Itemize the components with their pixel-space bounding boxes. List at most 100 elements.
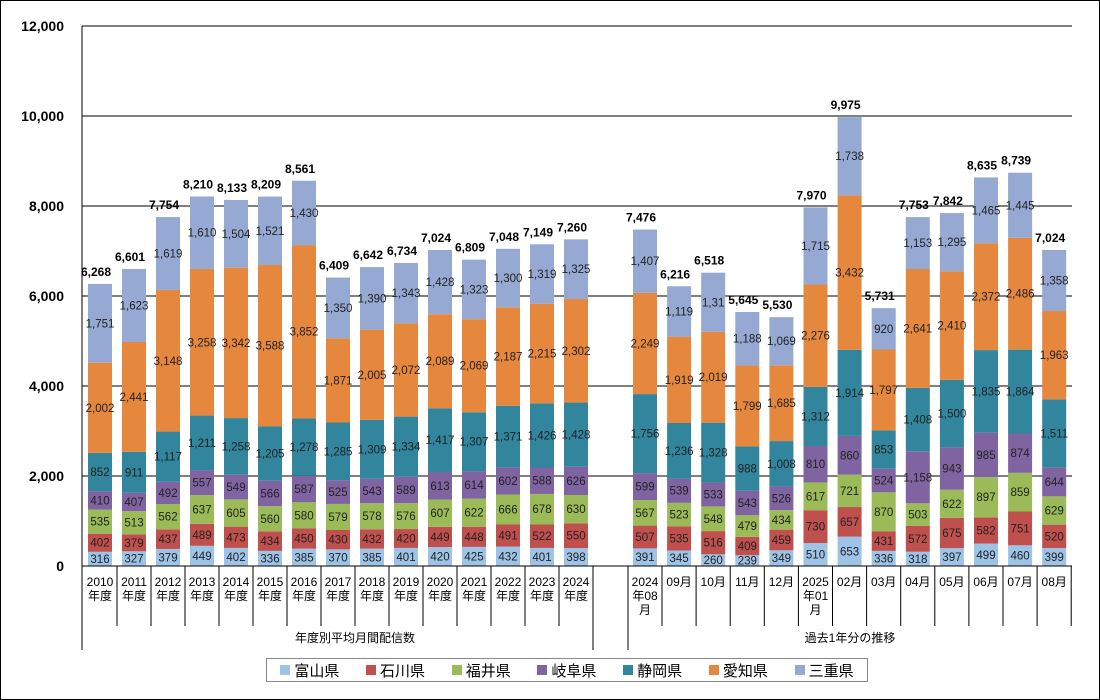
data-label: 1,871 bbox=[324, 375, 353, 387]
bar-segment-三重県 bbox=[564, 239, 588, 299]
data-label: 675 bbox=[942, 528, 961, 540]
data-label: 513 bbox=[124, 518, 143, 530]
data-label: 2,002 bbox=[86, 403, 115, 415]
data-label: 473 bbox=[226, 532, 245, 544]
data-label: 582 bbox=[976, 525, 995, 537]
x-category-label: 06月 bbox=[973, 575, 998, 589]
data-label: 489 bbox=[192, 530, 211, 542]
data-label: 637 bbox=[192, 504, 211, 516]
bar-segment-福井県 bbox=[530, 493, 554, 525]
bar-segment-石川県 bbox=[667, 526, 692, 551]
bar-segment-三重県 bbox=[530, 244, 554, 304]
data-label: 721 bbox=[840, 486, 859, 498]
data-label: 450 bbox=[294, 534, 313, 546]
bar-segment-石川県 bbox=[530, 524, 554, 548]
bar-segment-福井県 bbox=[667, 502, 692, 527]
data-label: 1,797 bbox=[869, 385, 898, 397]
group-label: 年度別平均月間配信数 bbox=[295, 630, 415, 645]
bar-segment-静岡県 bbox=[156, 431, 180, 482]
data-label: 859 bbox=[1011, 487, 1030, 499]
data-label: 1,312 bbox=[801, 411, 830, 423]
bar-segment-愛知県 bbox=[1042, 311, 1067, 400]
data-label: 613 bbox=[430, 481, 449, 493]
data-label: 2,276 bbox=[801, 331, 830, 343]
data-label: 1,610 bbox=[188, 228, 217, 240]
data-label: 870 bbox=[874, 507, 893, 519]
legend-label: 愛知県 bbox=[722, 662, 768, 680]
bar-segment-岐阜県 bbox=[190, 470, 214, 496]
data-label: 1,685 bbox=[767, 398, 796, 410]
legend-item: 岐阜県 bbox=[537, 660, 596, 681]
bar-segment-石川県 bbox=[939, 517, 964, 549]
total-label: 7,476 bbox=[626, 211, 656, 225]
bar-segment-福井県 bbox=[428, 499, 452, 527]
bar-segment-静岡県 bbox=[939, 379, 964, 448]
legend-swatch bbox=[794, 665, 805, 675]
x-category-label: 2022 bbox=[495, 575, 522, 589]
data-label: 1,205 bbox=[256, 449, 285, 461]
data-label: 730 bbox=[806, 522, 825, 534]
bar-segment-静岡県 bbox=[326, 422, 350, 481]
data-label: 1,504 bbox=[222, 229, 251, 241]
legend-item: 愛知県 bbox=[708, 660, 768, 681]
bar-segment-静岡県 bbox=[292, 418, 316, 476]
bar-segment-石川県 bbox=[837, 507, 862, 537]
total-label: 6,601 bbox=[115, 250, 145, 264]
data-label: 626 bbox=[566, 476, 585, 488]
data-label: 644 bbox=[1045, 477, 1065, 489]
data-label: 379 bbox=[124, 538, 143, 550]
data-label: 2,019 bbox=[699, 372, 728, 384]
data-label: 1,119 bbox=[665, 306, 693, 318]
bar-segment-岐阜県 bbox=[633, 473, 657, 501]
data-label: 614 bbox=[464, 480, 484, 492]
group-label: 過去1年分の推移 bbox=[805, 631, 896, 645]
data-label: 1,258 bbox=[222, 441, 251, 453]
bar-segment-富山県 bbox=[837, 536, 862, 566]
bar-segment-岐阜県 bbox=[939, 447, 964, 490]
bar-segment-愛知県 bbox=[701, 331, 726, 423]
data-label: 535 bbox=[90, 517, 109, 529]
data-label: 336 bbox=[260, 553, 279, 565]
bar-segment-富山県 bbox=[701, 554, 726, 566]
data-label: 507 bbox=[635, 532, 654, 544]
data-label: 510 bbox=[806, 550, 825, 562]
data-label: 1,914 bbox=[835, 388, 864, 400]
x-category-label: 年度 bbox=[156, 588, 180, 603]
bar-segment-三重県 bbox=[1042, 249, 1067, 312]
x-category-label: 年度 bbox=[360, 588, 384, 603]
y-tick-label: 10,000 bbox=[21, 108, 64, 124]
data-label: 318 bbox=[908, 554, 927, 566]
bar-segment-三重県 bbox=[496, 248, 520, 308]
data-label: 345 bbox=[670, 553, 689, 565]
data-label: 602 bbox=[498, 476, 517, 488]
bar-segment-福井県 bbox=[633, 500, 657, 526]
data-label: 988 bbox=[738, 464, 757, 476]
bar-segment-三重県 bbox=[769, 317, 794, 366]
bar-segment-三重県 bbox=[326, 277, 350, 339]
legend-swatch bbox=[366, 665, 377, 675]
data-label: 630 bbox=[566, 504, 585, 516]
data-label: 1,236 bbox=[665, 446, 694, 458]
data-label: 1,428 bbox=[426, 277, 455, 289]
data-label: 2,089 bbox=[426, 356, 455, 368]
x-category-label: 2014 bbox=[223, 575, 250, 589]
data-label: 3,342 bbox=[222, 338, 251, 350]
data-label: 409 bbox=[738, 541, 757, 553]
data-label: 349 bbox=[772, 553, 791, 565]
bar-segment-岐阜県 bbox=[496, 467, 520, 495]
bar-segment-岐阜県 bbox=[735, 490, 760, 516]
bar-segment-三重県 bbox=[428, 249, 452, 315]
bar-segment-愛知県 bbox=[667, 336, 692, 423]
x-category-label: 年度 bbox=[530, 588, 554, 603]
bar-segment-岐阜県 bbox=[837, 435, 862, 475]
data-label: 1,511 bbox=[1040, 428, 1068, 440]
bar-segment-福井県 bbox=[360, 503, 384, 530]
data-label: 1,295 bbox=[938, 237, 967, 249]
bar-segment-愛知県 bbox=[735, 365, 760, 447]
data-label: 398 bbox=[566, 552, 585, 564]
bar-segment-富山県 bbox=[564, 548, 588, 566]
data-label: 1,521 bbox=[256, 226, 285, 238]
bar-segment-三重県 bbox=[88, 283, 112, 363]
total-label: 6,216 bbox=[660, 267, 690, 281]
data-label: 1,211 bbox=[188, 438, 216, 450]
